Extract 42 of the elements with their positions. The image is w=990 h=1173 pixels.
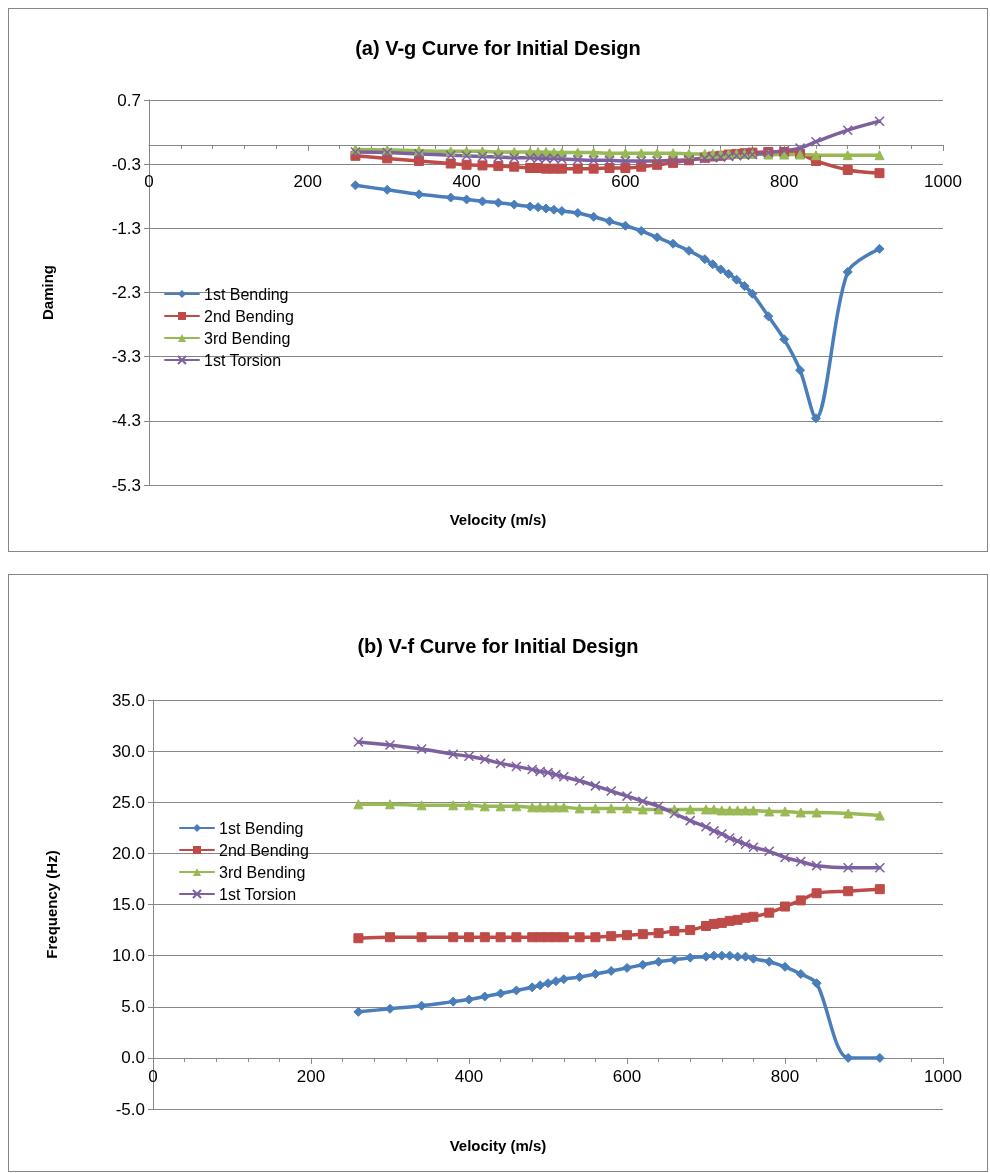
y-axis-title: Frequency (Hz) bbox=[43, 850, 60, 959]
y-axis-title: Daming bbox=[39, 264, 56, 321]
x-tick-label: 800 bbox=[770, 1066, 800, 1086]
x-tick-label: 800 bbox=[770, 171, 799, 191]
y-tick-label: -1.3 bbox=[111, 218, 141, 238]
y-tick-label: 10.0 bbox=[111, 946, 145, 966]
legend-label: 2nd Bending bbox=[204, 307, 294, 325]
legend-label: 1st Torsion bbox=[219, 885, 297, 903]
y-tick-label: 0.7 bbox=[117, 90, 141, 110]
x-tick-label: 400 bbox=[452, 171, 481, 191]
x-tick-label: 600 bbox=[611, 171, 640, 191]
y-tick-label: -2.3 bbox=[111, 283, 141, 302]
x-axis-title: Velocity (m/s) bbox=[449, 511, 547, 528]
x-tick-label: 600 bbox=[612, 1066, 642, 1086]
legend-label: 3rd Bending bbox=[219, 863, 306, 881]
legend-label: 3rd Bending bbox=[204, 329, 291, 347]
y-tick-label: 15.0 bbox=[111, 895, 145, 914]
legend-label: 1st Bending bbox=[204, 285, 289, 303]
y-tick-label: 25.0 bbox=[111, 792, 145, 812]
x-tick-label: 400 bbox=[454, 1066, 484, 1086]
x-tick-label: 0 bbox=[144, 171, 154, 191]
x-tick-label: 0 bbox=[148, 1066, 158, 1086]
x-tick-label: 200 bbox=[296, 1066, 326, 1086]
y-tick-label: -3.3 bbox=[111, 347, 141, 367]
x-tick-label: 200 bbox=[293, 171, 322, 191]
y-tick-label: 20.0 bbox=[111, 843, 145, 863]
y-tick-label: 0.0 bbox=[121, 1048, 145, 1068]
y-tick-label: -0.3 bbox=[111, 154, 141, 174]
legend-label: 1st Bending bbox=[219, 819, 304, 837]
x-axis-title: Velocity (m/s) bbox=[449, 1137, 547, 1154]
x-tick-label: 1000 bbox=[924, 1066, 962, 1086]
x-tick-label: 1000 bbox=[924, 171, 962, 191]
y-tick-label: -4.3 bbox=[111, 411, 141, 431]
y-tick-label: 5.0 bbox=[121, 997, 145, 1017]
y-tick-label: 30.0 bbox=[111, 741, 145, 761]
chart-title: (a) V-g Curve for Initial Design bbox=[355, 37, 641, 59]
y-tick-label: -5.0 bbox=[115, 1099, 145, 1119]
y-tick-label: -5.3 bbox=[111, 475, 141, 495]
y-tick-label: 35.0 bbox=[111, 690, 145, 710]
legend-label: 1st Torsion bbox=[204, 351, 282, 369]
legend-label: 2nd Bending bbox=[219, 841, 309, 859]
chart-title: (b) V-f Curve for Initial Design bbox=[357, 635, 639, 657]
